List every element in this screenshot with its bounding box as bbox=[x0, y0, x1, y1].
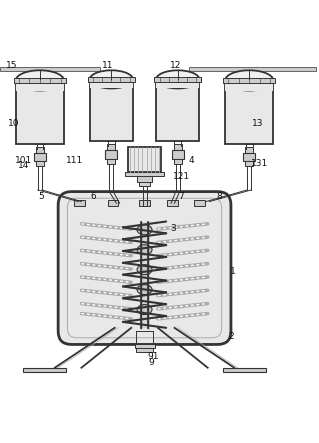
Text: 1: 1 bbox=[230, 267, 235, 276]
Bar bbox=[107, 144, 115, 150]
Bar bbox=[14, 78, 66, 83]
Bar bbox=[194, 200, 205, 206]
Bar bbox=[90, 79, 133, 141]
Ellipse shape bbox=[16, 70, 64, 90]
Ellipse shape bbox=[90, 70, 133, 89]
Text: 4: 4 bbox=[188, 155, 194, 164]
Bar bbox=[23, 368, 66, 373]
Text: 131: 131 bbox=[250, 159, 268, 168]
Bar bbox=[245, 147, 253, 153]
Ellipse shape bbox=[137, 225, 152, 235]
Text: 13: 13 bbox=[252, 119, 263, 128]
Text: 111: 111 bbox=[66, 155, 83, 164]
Bar bbox=[167, 200, 178, 206]
Bar bbox=[139, 182, 150, 186]
Bar bbox=[225, 81, 273, 90]
Text: 14: 14 bbox=[18, 160, 29, 170]
Bar bbox=[74, 200, 85, 206]
Bar bbox=[172, 150, 184, 159]
Ellipse shape bbox=[137, 245, 152, 255]
Text: 5: 5 bbox=[39, 192, 44, 201]
Bar bbox=[174, 144, 182, 150]
Bar bbox=[156, 79, 199, 141]
Bar bbox=[0, 67, 100, 71]
Bar bbox=[223, 368, 266, 373]
FancyBboxPatch shape bbox=[58, 191, 231, 345]
Bar bbox=[223, 78, 275, 83]
Bar bbox=[174, 159, 182, 163]
Bar bbox=[88, 77, 135, 82]
Bar bbox=[36, 147, 44, 153]
Bar bbox=[189, 67, 316, 71]
Text: 6: 6 bbox=[90, 192, 96, 201]
Ellipse shape bbox=[137, 265, 152, 275]
Text: 12: 12 bbox=[170, 62, 181, 70]
Ellipse shape bbox=[137, 285, 152, 295]
Bar bbox=[225, 81, 273, 144]
Bar bbox=[125, 171, 165, 175]
Text: 11: 11 bbox=[102, 62, 114, 70]
Text: 2: 2 bbox=[228, 332, 234, 341]
Text: 10: 10 bbox=[8, 119, 19, 128]
Text: 9: 9 bbox=[148, 358, 154, 367]
Polygon shape bbox=[121, 202, 168, 222]
Text: 101: 101 bbox=[15, 155, 32, 164]
Bar bbox=[243, 153, 255, 161]
Bar bbox=[128, 147, 161, 171]
Text: 8: 8 bbox=[216, 192, 222, 201]
Bar bbox=[16, 81, 64, 144]
Bar bbox=[36, 161, 44, 166]
Bar bbox=[105, 150, 117, 159]
Bar bbox=[16, 81, 64, 90]
Bar bbox=[137, 175, 152, 182]
Bar bbox=[68, 199, 221, 204]
Bar bbox=[107, 159, 115, 163]
Bar bbox=[245, 161, 253, 166]
Text: 15: 15 bbox=[6, 62, 17, 70]
Text: 91: 91 bbox=[147, 352, 159, 361]
Bar bbox=[141, 222, 148, 328]
Text: 121: 121 bbox=[173, 172, 190, 181]
Bar bbox=[136, 349, 153, 353]
Ellipse shape bbox=[156, 70, 199, 89]
Text: 3: 3 bbox=[170, 224, 176, 233]
Ellipse shape bbox=[225, 70, 273, 90]
Ellipse shape bbox=[137, 305, 152, 315]
Text: 7: 7 bbox=[178, 192, 184, 201]
Bar bbox=[135, 345, 154, 349]
Bar bbox=[34, 153, 46, 161]
Bar bbox=[156, 79, 199, 89]
Bar bbox=[154, 77, 201, 82]
Bar bbox=[90, 79, 133, 89]
Bar bbox=[139, 200, 150, 206]
Bar bbox=[108, 200, 118, 206]
